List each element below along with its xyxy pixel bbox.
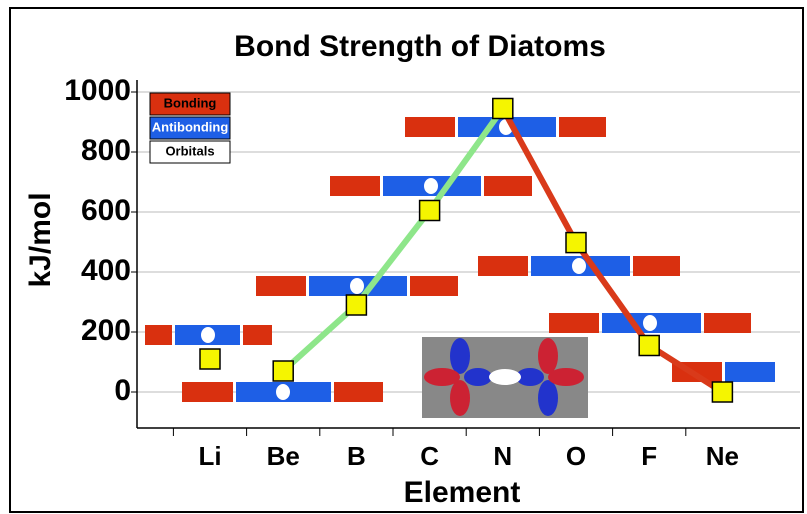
legend-swatch: [149, 140, 231, 164]
strip-be: [182, 382, 383, 402]
x-tick-label: Li: [198, 441, 221, 471]
data-point: [565, 231, 587, 254]
y-tick-label: 600: [81, 194, 131, 227]
x-axis-label: Element: [404, 476, 521, 509]
legend-label: Orbitals: [165, 143, 214, 158]
legend-label: Antibonding: [152, 119, 229, 134]
data-point: [199, 348, 221, 370]
y-tick-label: 400: [81, 254, 131, 287]
chart-title: Bond Strength of Diatoms: [234, 30, 606, 63]
x-tick-label: Be: [267, 441, 300, 471]
legend: Bonding Antibonding Orbitals: [149, 92, 231, 164]
data-point: [711, 381, 734, 403]
trend-line: [281, 106, 506, 374]
x-tick-label: O: [566, 441, 586, 471]
legend-swatch: [149, 116, 231, 140]
legend-label: Bonding: [164, 95, 217, 110]
strip-c: [330, 176, 532, 196]
y-tick-label: 1000: [64, 74, 131, 107]
strip-f: [549, 313, 751, 333]
x-tick-label: N: [493, 441, 512, 471]
data-point: [345, 294, 368, 316]
orbital-strips: [145, 117, 775, 402]
strip-b: [256, 276, 458, 296]
x-tick-label: C: [420, 441, 439, 471]
x-tick-label: B: [347, 441, 366, 471]
strip-n: [405, 117, 606, 137]
data-point: [492, 97, 514, 120]
trend-line: [500, 107, 725, 395]
data-point: [272, 360, 294, 382]
y-tick-label: 0: [114, 374, 131, 407]
data-point: [418, 199, 441, 222]
y-tick-label: 200: [81, 314, 131, 347]
data-point: [638, 334, 660, 357]
strip-li: [145, 325, 272, 345]
x-tick-label: F: [641, 441, 657, 471]
y-tick-label: 800: [81, 134, 131, 167]
strip-o: [478, 256, 680, 276]
y-axis-label: kJ/mol: [24, 192, 57, 287]
legend-swatch: [149, 92, 231, 116]
orbital-inset: [422, 337, 588, 418]
x-tick-label: Ne: [706, 441, 739, 471]
